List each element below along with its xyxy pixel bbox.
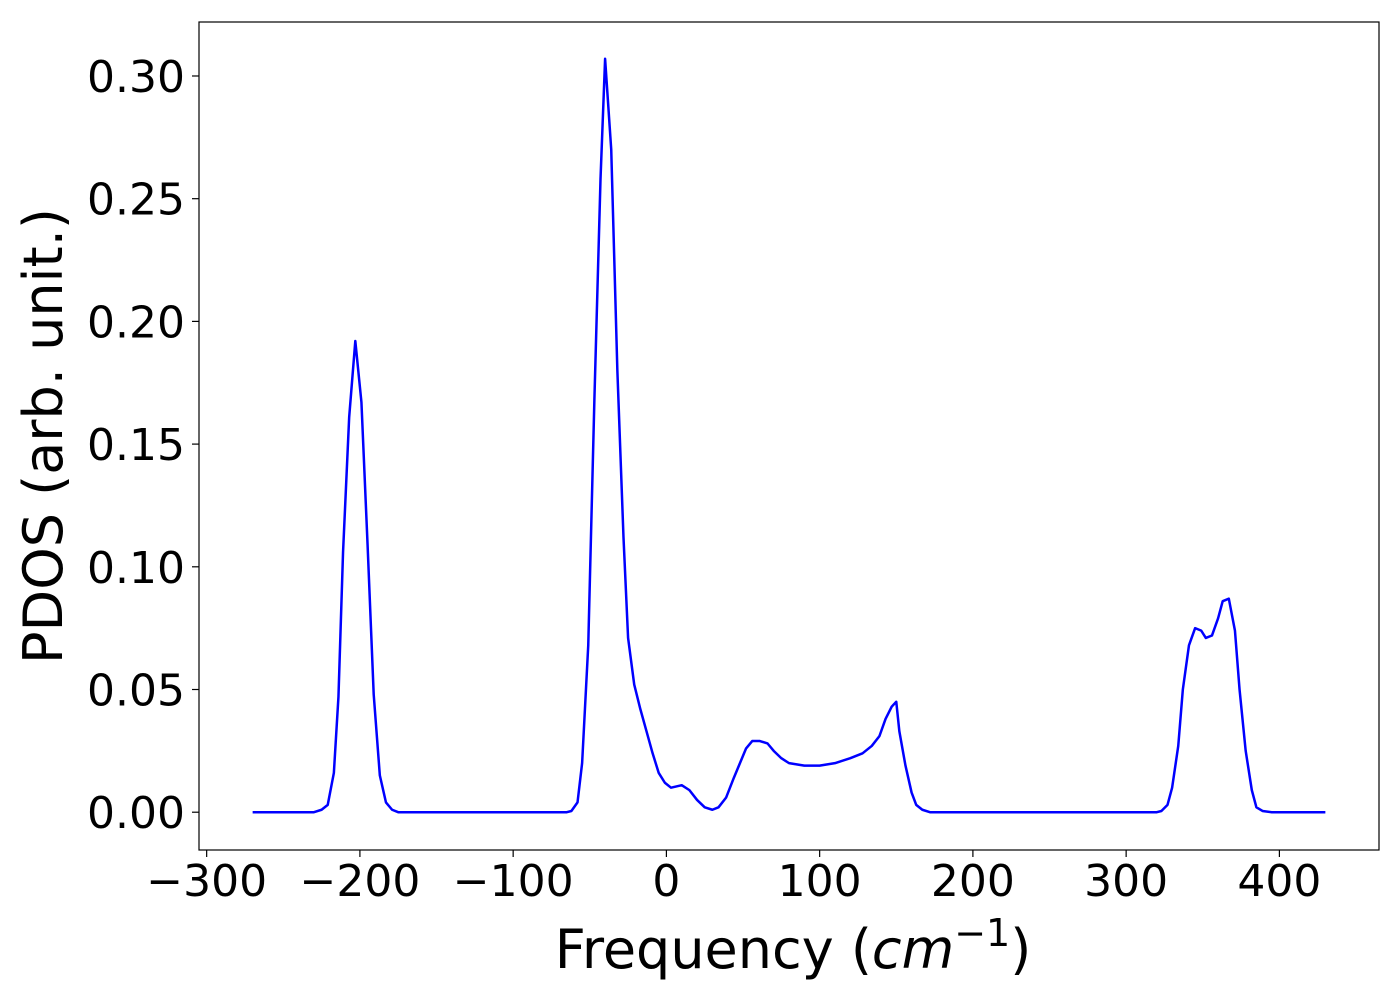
x-label-unit: cm: [872, 918, 954, 981]
x-tick-label: −300: [146, 856, 267, 907]
x-label-close: ): [1010, 918, 1031, 981]
y-tick-label: 0.00: [87, 788, 185, 839]
x-label-exponent: −1: [954, 911, 1010, 955]
y-axis-label: PDOS (arb. unit.): [12, 208, 75, 664]
x-tick-label: 0: [652, 856, 680, 907]
y-tick-label: 0.30: [87, 52, 185, 103]
line-series: [252, 57, 1326, 814]
x-tick-label: 200: [931, 856, 1015, 907]
x-tick-label: −200: [299, 856, 420, 907]
x-label-text: Frequency (: [555, 918, 872, 981]
y-tick-label: 0.10: [87, 543, 185, 594]
x-tick-label: 100: [778, 856, 862, 907]
y-tick-label: 0.15: [87, 420, 185, 471]
x-tick-label: 400: [1237, 856, 1321, 907]
x-axis-label: Frequency (cm−1): [555, 911, 1032, 981]
x-tick-label: −100: [453, 856, 574, 907]
y-tick-label: 0.05: [87, 666, 185, 717]
x-tick-label: 300: [1084, 856, 1168, 907]
plot-frame: [198, 21, 1380, 851]
y-tick-label: 0.25: [87, 175, 185, 226]
y-tick-label: 0.20: [87, 297, 185, 348]
